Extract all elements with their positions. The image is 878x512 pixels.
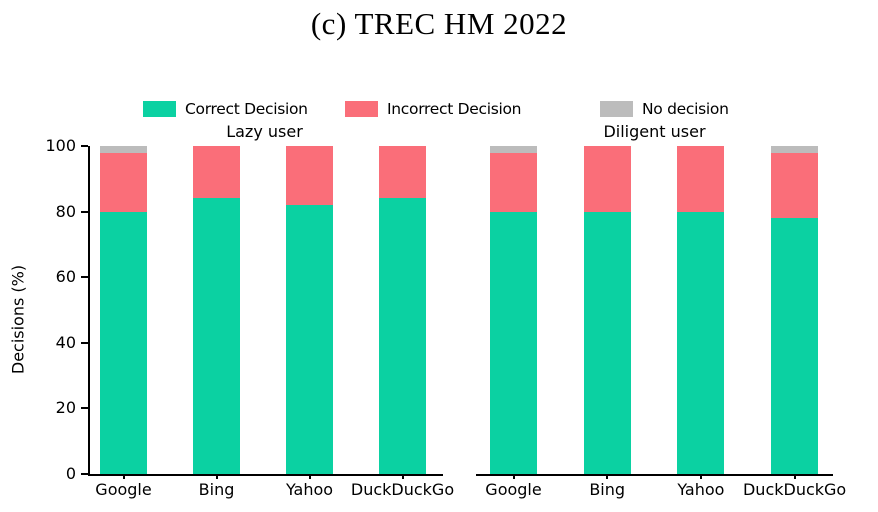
legend-swatch-correct-decision — [143, 101, 176, 117]
bar-google — [490, 146, 537, 474]
x-tick-label-bing: Bing — [198, 480, 235, 499]
legend-item-no-decision: No decision — [600, 97, 729, 121]
y-tick-label: 20 — [55, 398, 76, 418]
legend-label-incorrect-decision: Incorrect Decision — [387, 100, 522, 118]
legend-label-correct-decision: Correct Decision — [185, 100, 308, 118]
x-tick-mark — [512, 474, 515, 479]
bar-segment-no-decision — [771, 146, 819, 153]
bar-segment-correct-decision — [677, 211, 725, 474]
y-tick-label: 40 — [55, 332, 76, 352]
bar-segment-incorrect-decision — [193, 146, 240, 199]
y-tick-mark — [81, 473, 88, 475]
bar-segment-correct-decision — [583, 211, 631, 474]
bar-segment-incorrect-decision — [286, 146, 333, 206]
y-tick-label: 80 — [55, 201, 76, 221]
bar-segment-correct-decision — [100, 211, 147, 474]
bar-segment-incorrect-decision — [100, 152, 147, 212]
bar-segment-correct-decision — [379, 198, 426, 474]
bar-yahoo — [677, 146, 725, 474]
bar-bing — [583, 146, 631, 474]
y-tick-label: 0 — [65, 464, 76, 483]
y-axis-title: Decisions (%) — [8, 264, 28, 375]
axes-diligent-user: Google Bing Yahoo DuckDuckGo — [476, 146, 846, 499]
x-tick-label-duckduckgo: DuckDuckGo — [742, 480, 847, 499]
y-tick-mark — [81, 210, 88, 213]
bar-segment-no-decision — [100, 146, 147, 153]
x-tick-mark — [122, 474, 125, 479]
axes-lazy-user: Google Bing Yahoo DuckDuckGo — [88, 146, 454, 499]
x-tick-mark — [606, 474, 609, 479]
x-tick-label-bing: Bing — [589, 480, 626, 499]
bar-segment-incorrect-decision — [379, 146, 426, 199]
bar-segment-correct-decision — [490, 211, 537, 474]
bar-yahoo — [286, 146, 333, 474]
x-tick-mark — [215, 474, 218, 479]
bar-segment-no-decision — [490, 146, 537, 153]
y-tick-label: 100 — [45, 136, 76, 155]
bar-segment-correct-decision — [286, 205, 333, 474]
chart-title: (c) TREC HM 2022 — [310, 6, 568, 41]
subplot-title-diligent-user: Diligent user — [603, 122, 706, 141]
y-tick-mark — [81, 341, 88, 344]
bar-segment-incorrect-decision — [677, 146, 725, 212]
bar-segment-incorrect-decision — [583, 146, 631, 212]
bar-duckduckgo — [771, 146, 819, 474]
bar-segment-incorrect-decision — [490, 152, 537, 212]
y-tick-mark — [81, 407, 88, 410]
x-tick-mark — [699, 474, 702, 479]
subplot-title-lazy-user: Lazy user — [226, 122, 303, 141]
bar-segment-correct-decision — [771, 218, 819, 474]
legend-label-no-decision: No decision — [642, 100, 729, 118]
x-tick-mark — [308, 474, 311, 479]
y-tick-label: 60 — [55, 267, 76, 287]
x-tick-mark — [401, 474, 404, 479]
legend-item-incorrect-decision: Incorrect Decision — [345, 97, 521, 121]
x-tick-mark — [793, 474, 796, 479]
x-tick-label-google: Google — [95, 480, 152, 499]
bar-segment-incorrect-decision — [771, 152, 819, 219]
x-tick-label-yahoo: Yahoo — [285, 480, 334, 499]
bar-duckduckgo — [379, 146, 426, 474]
x-tick-label-duckduckgo: DuckDuckGo — [350, 480, 455, 499]
bar-segment-correct-decision — [193, 198, 240, 474]
bar-google — [100, 146, 147, 474]
x-tick-label-google: Google — [485, 480, 542, 499]
y-tick-mark — [81, 276, 88, 279]
legend-swatch-no-decision — [600, 101, 633, 117]
legend: Correct Decision Incorrect Decision No d… — [0, 97, 878, 121]
bar-bing — [193, 146, 240, 474]
y-tick-mark — [81, 145, 88, 147]
x-tick-label-yahoo: Yahoo — [677, 480, 725, 499]
legend-item-correct-decision: Correct Decision — [143, 97, 308, 121]
legend-swatch-incorrect-decision — [345, 101, 378, 117]
